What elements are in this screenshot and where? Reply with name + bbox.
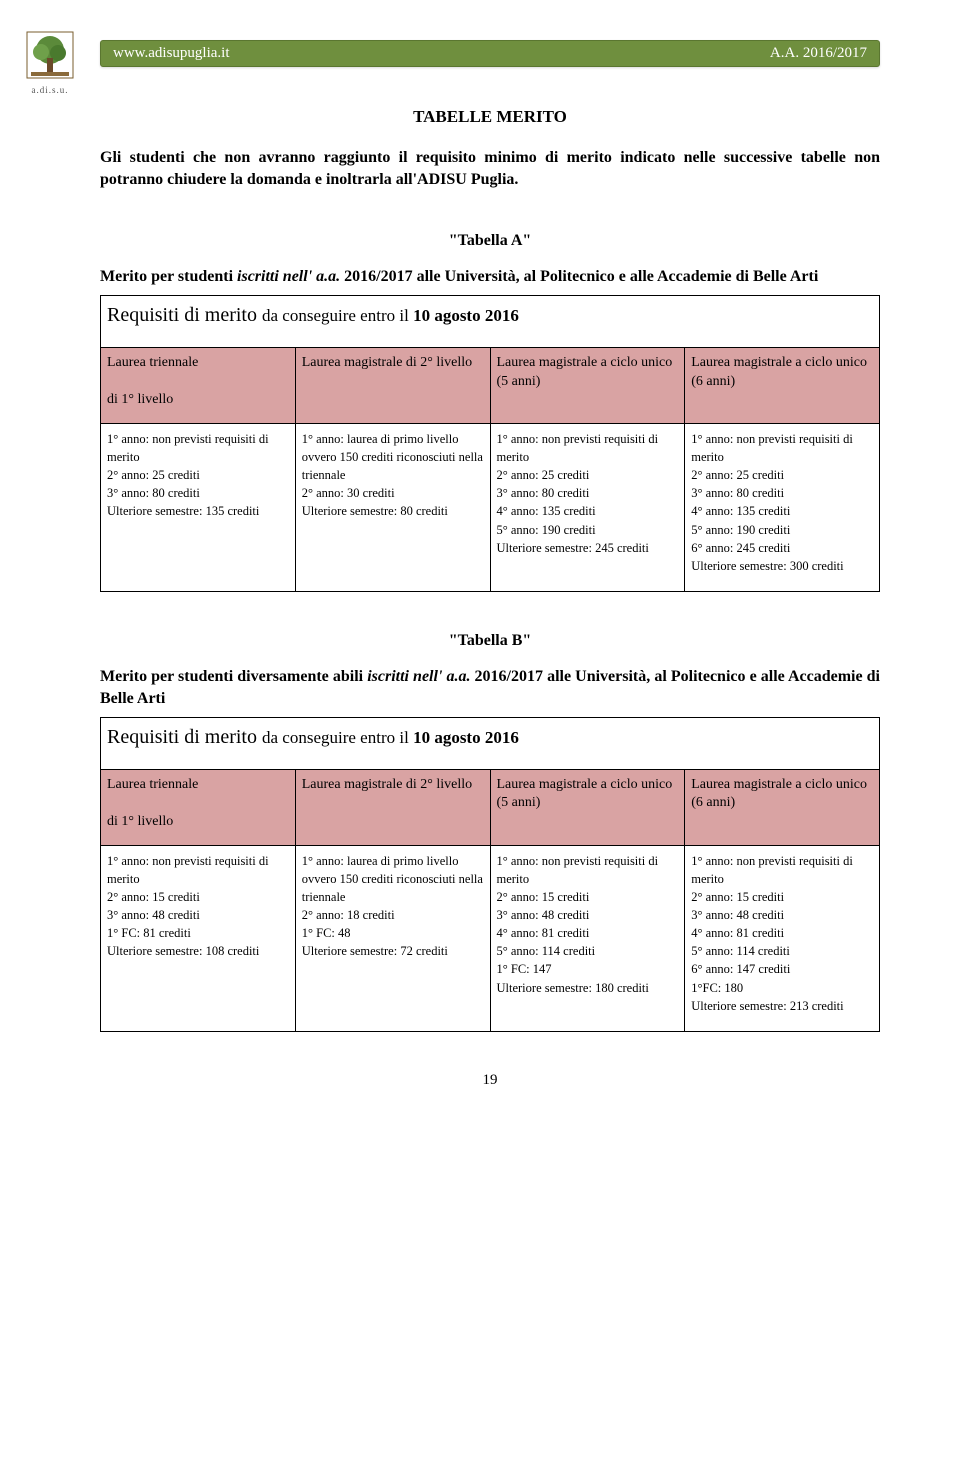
ta-h3: Laurea magistrale a ciclo unico (5 anni)	[490, 348, 685, 424]
tb-req-mid: da conseguire entro il	[262, 728, 413, 747]
tabella-b-desc: Merito per studenti diversamente abili i…	[100, 666, 880, 709]
tabella-a: Requisiti di merito da conseguire entro …	[100, 295, 880, 592]
ta-c4: 1° anno: non previsti requisiti di merit…	[685, 423, 880, 591]
tabella-b-title: "Tabella B"	[100, 632, 880, 650]
ta-desc-pre: Merito per studenti	[100, 268, 237, 285]
tb-h1b: di 1° livello	[107, 814, 173, 829]
tb-c2: 1° anno: laurea di primo livello ovvero …	[295, 845, 490, 1031]
tb-c4: 1° anno: non previsti requisiti di merit…	[685, 845, 880, 1031]
ta-h1a: Laurea triennale	[107, 355, 198, 370]
ta-c1: 1° anno: non previsti requisiti di merit…	[101, 423, 296, 591]
ta-c3: 1° anno: non previsti requisiti di merit…	[490, 423, 685, 591]
ta-req-pre: Requisiti di merito	[107, 304, 262, 326]
header-year: A.A. 2016/2017	[770, 45, 867, 62]
ta-h2: Laurea magistrale di 2° livello	[295, 348, 490, 424]
tb-h3: Laurea magistrale a ciclo unico (5 anni)	[490, 770, 685, 846]
tb-h4: Laurea magistrale a ciclo unico (6 anni)	[685, 770, 880, 846]
ta-h1b: di 1° livello	[107, 392, 173, 407]
tabella-a-desc: Merito per studenti iscritti nell' a.a. …	[100, 266, 880, 288]
header-url: www.adisupuglia.it	[113, 45, 230, 62]
tb-c1: 1° anno: non previsti requisiti di merit…	[101, 845, 296, 1031]
ta-h4: Laurea magistrale a ciclo unico (6 anni)	[685, 348, 880, 424]
ta-req-mid: da conseguire entro il	[262, 306, 413, 325]
tb-req-pre: Requisiti di merito	[107, 726, 262, 748]
tb-desc-pre: Merito per studenti diversamente abili	[100, 668, 367, 685]
ta-desc-post: 2016/2017 alle Università, al Politecnic…	[340, 268, 818, 285]
intro-text: Gli studenti che non avranno raggiunto i…	[100, 147, 880, 192]
ta-h1: Laurea triennale di 1° livello	[101, 348, 296, 424]
logo: a.di.s.u.	[20, 30, 80, 95]
tb-h2: Laurea magistrale di 2° livello	[295, 770, 490, 846]
ta-desc-it: iscritti nell' a.a.	[237, 268, 340, 285]
ta-req-bold: 10 agosto 2016	[413, 306, 519, 325]
intro-bold: Gli studenti che non avranno raggiunto i…	[100, 149, 880, 188]
tb-c3: 1° anno: non previsti requisiti di merit…	[490, 845, 685, 1031]
tb-h1a: Laurea triennale	[107, 777, 198, 792]
page-title: TABELLE MERITO	[100, 107, 880, 127]
tabella-a-title: "Tabella A"	[100, 232, 880, 250]
tb-h1: Laurea triennale di 1° livello	[101, 770, 296, 846]
header-bar: www.adisupuglia.it A.A. 2016/2017	[100, 40, 880, 67]
logo-caption: a.di.s.u.	[20, 85, 80, 95]
tb-req-bold: 10 agosto 2016	[413, 728, 519, 747]
tabella-b: Requisiti di merito da conseguire entro …	[100, 717, 880, 1032]
tb-desc-it: iscritti nell' a.a.	[367, 668, 470, 685]
ta-req: Requisiti di merito da conseguire entro …	[101, 296, 880, 348]
ta-c2: 1° anno: laurea di primo livello ovvero …	[295, 423, 490, 591]
tree-icon	[25, 30, 75, 80]
page-number: 19	[100, 1072, 880, 1089]
tb-req: Requisiti di merito da conseguire entro …	[101, 718, 880, 770]
